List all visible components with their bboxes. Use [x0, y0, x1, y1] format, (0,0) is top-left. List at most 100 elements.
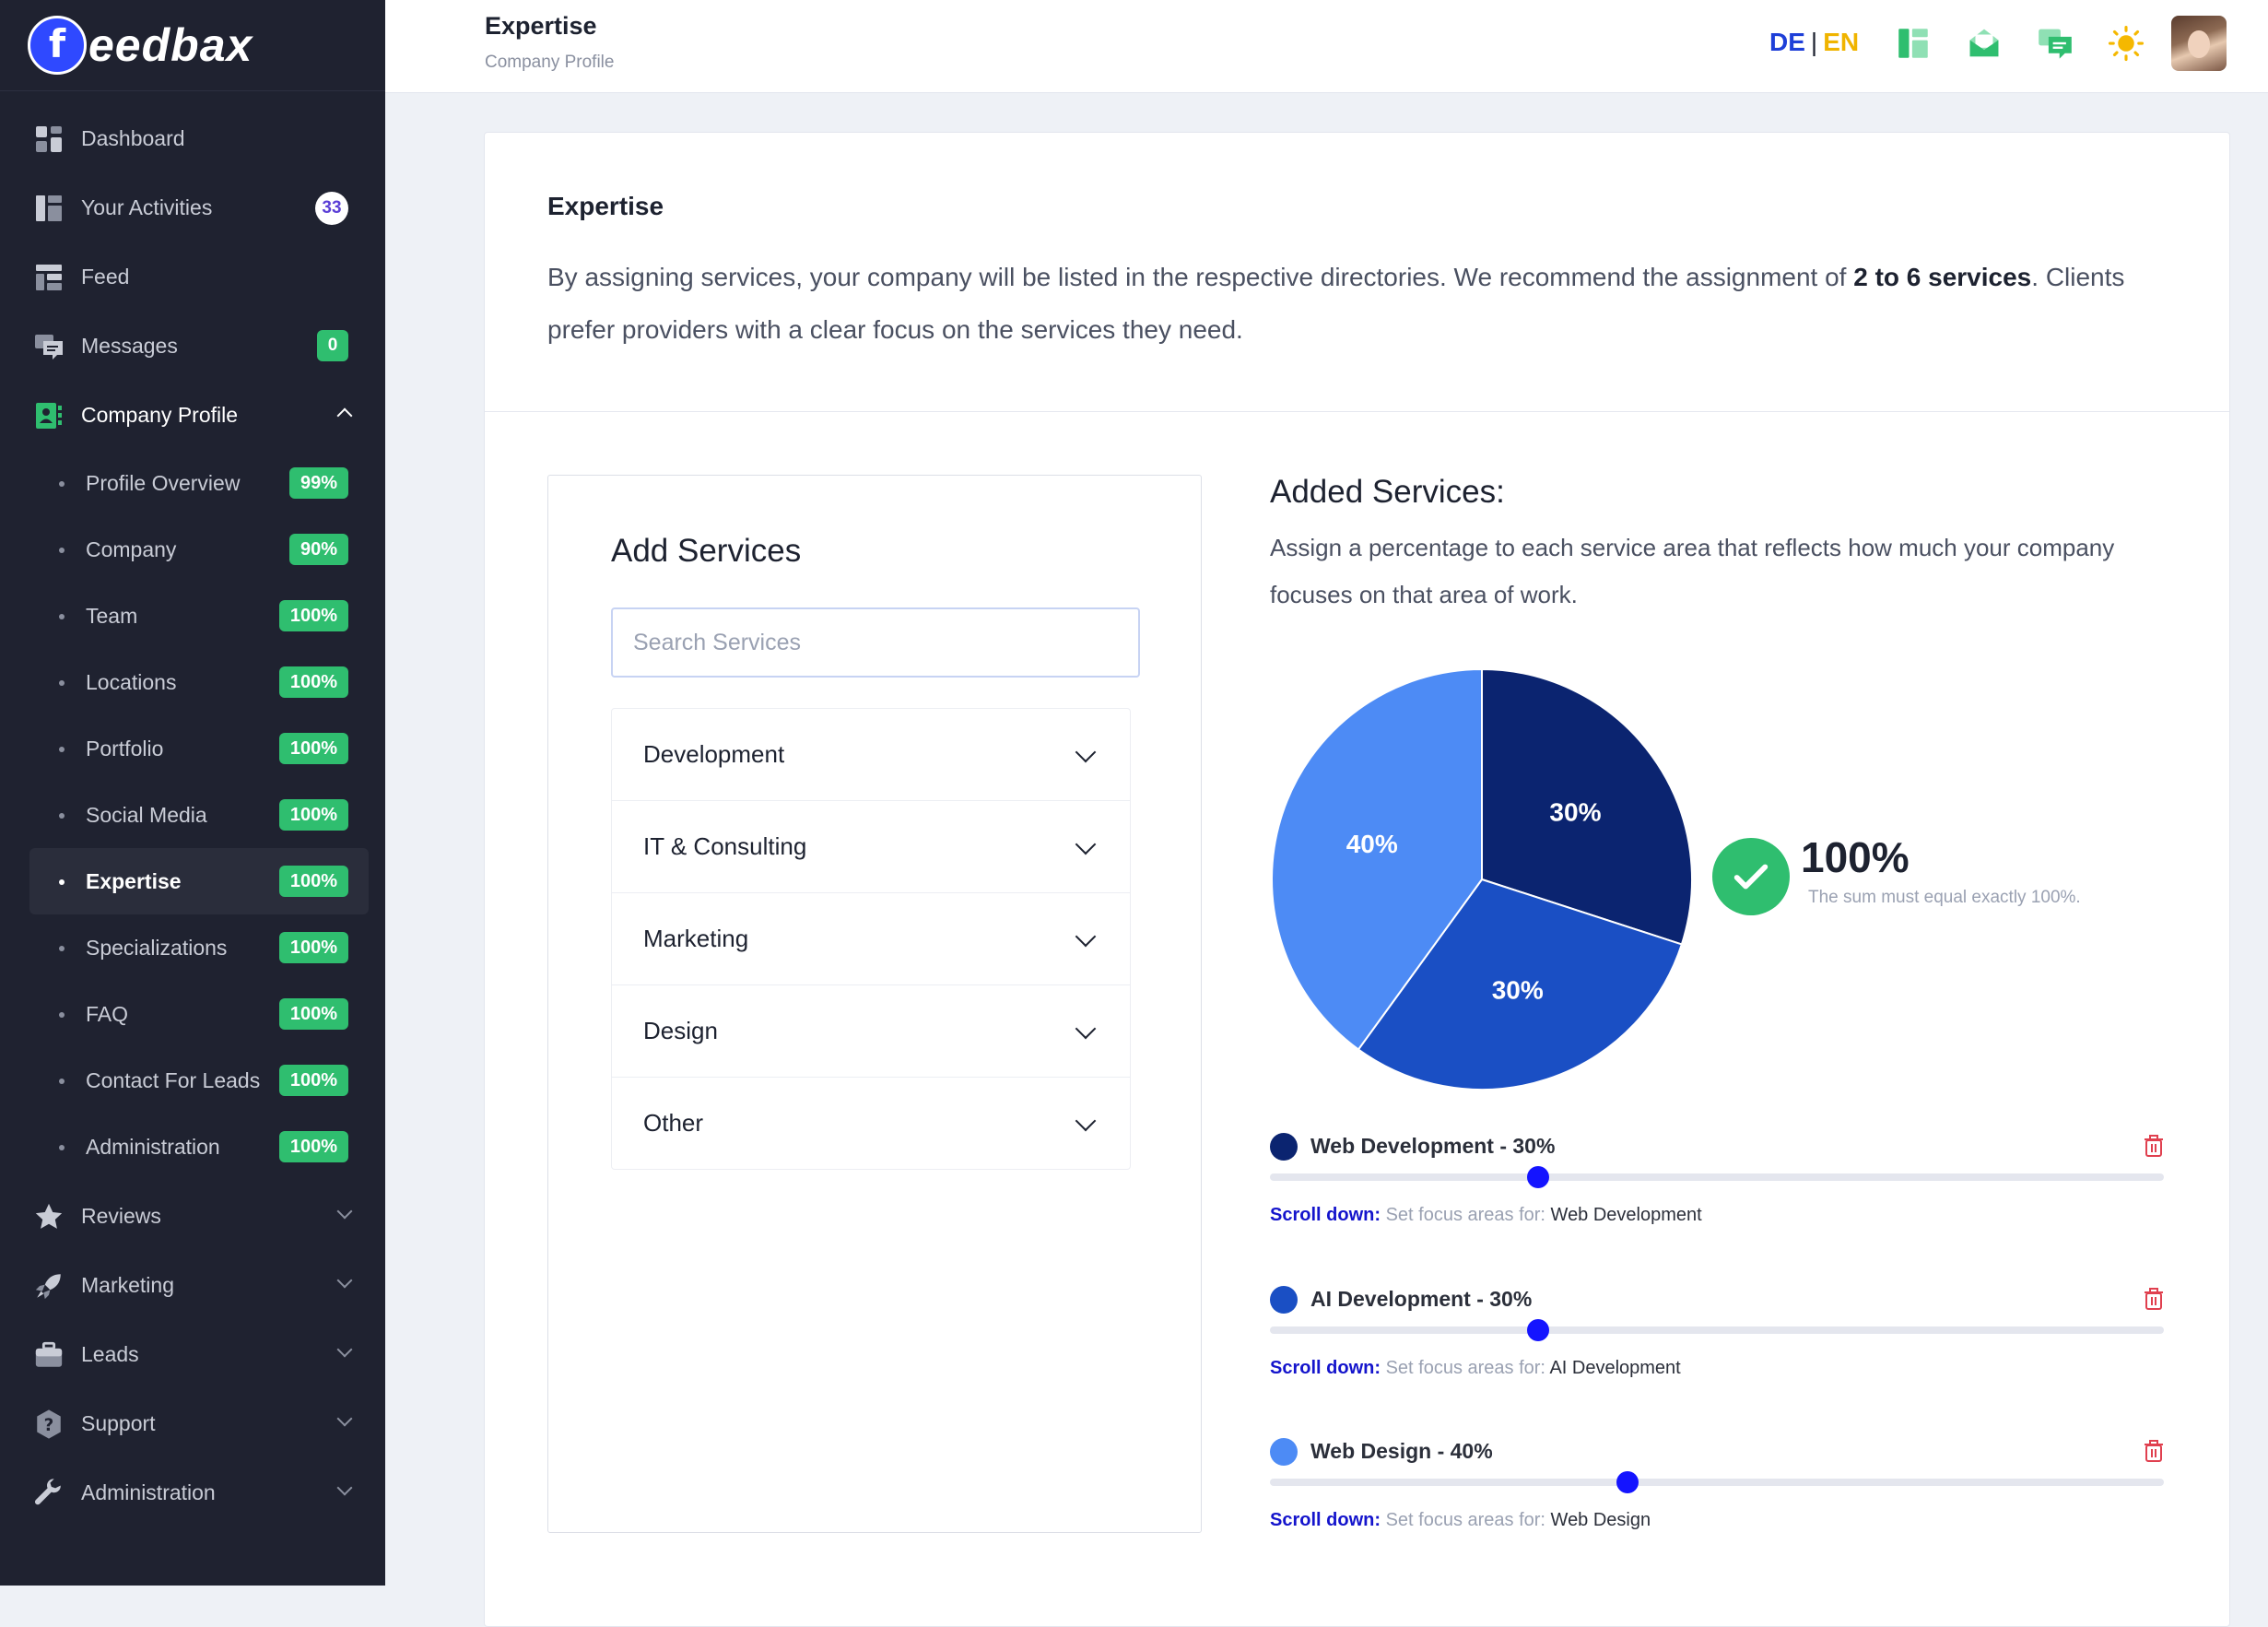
rocket-icon: [33, 1270, 65, 1302]
sun-icon[interactable]: [2108, 25, 2145, 62]
category-development[interactable]: Development: [612, 709, 1130, 801]
sidebar-subitem-portfolio[interactable]: Portfolio 100%: [29, 715, 369, 782]
slider-thumb[interactable]: [1616, 1471, 1639, 1493]
brand-logo[interactable]: f eedbax: [0, 0, 385, 91]
sidebar-subitem-social-media[interactable]: Social Media 100%: [29, 782, 369, 848]
trash-icon[interactable]: [2144, 1135, 2164, 1157]
language-switcher: DE | EN: [1769, 28, 1859, 57]
focus-area-hint[interactable]: Scroll down: Set focus areas for: AI Dev…: [1270, 1358, 1681, 1378]
add-services-panel: Add Services Development IT & Consulting…: [547, 475, 1202, 1533]
added-services-description: Assign a percentage to each service area…: [1270, 534, 2115, 608]
sidebar-subitem-expertise[interactable]: Expertise 100%: [29, 848, 369, 914]
chevron-down-icon: [336, 1480, 353, 1496]
company-profile-icon: [33, 400, 65, 431]
sidebar-nav: Dashboard Your Activities 33 Feed Messag…: [0, 104, 385, 450]
sidebar-item-reviews[interactable]: Reviews: [0, 1182, 385, 1251]
mail-open-icon[interactable]: [1966, 25, 2003, 62]
breadcrumb[interactable]: Company Profile: [485, 53, 615, 72]
page-title: Expertise: [485, 12, 597, 40]
search-services-input[interactable]: [611, 607, 1140, 678]
chevron-down-icon: [1075, 926, 1097, 948]
sidebar-item-marketing[interactable]: Marketing: [0, 1251, 385, 1320]
service-label: Web Design - 40%: [1310, 1439, 1493, 1463]
messages-count-badge: 0: [317, 330, 348, 361]
completion-badge: 100%: [278, 666, 348, 698]
category-design[interactable]: Design: [612, 985, 1130, 1078]
sidebar-subitem-contact-for-leads[interactable]: Contact For Leads 100%: [29, 1047, 369, 1114]
feed-icon: [33, 262, 65, 293]
activities-icon: [33, 193, 65, 224]
sidebar-item-label: Administration: [81, 1480, 216, 1504]
brand-name: eedbax: [88, 19, 253, 71]
focus-area-hint[interactable]: Scroll down: Set focus areas for: Web De…: [1270, 1205, 1702, 1225]
chevron-down-icon: [336, 1203, 353, 1220]
added-services-title: Added Services:: [1270, 474, 1505, 510]
sidebar-item-label: Dashboard: [81, 126, 185, 150]
divider: [485, 411, 2229, 412]
sidebar-item-leads[interactable]: Leads: [0, 1320, 385, 1389]
pie-data-label: 40%: [1346, 830, 1398, 858]
section-title: Expertise: [547, 192, 664, 220]
percentage-slider[interactable]: [1270, 1319, 2164, 1341]
category-it-consulting[interactable]: IT & Consulting: [612, 801, 1130, 893]
sidebar-subitem-faq[interactable]: FAQ 100%: [29, 981, 369, 1047]
wrench-icon: [33, 1478, 65, 1509]
activities-count-badge: 33: [315, 192, 348, 225]
expertise-card: Expertise By assigning services, your co…: [484, 132, 2230, 1627]
category-marketing[interactable]: Marketing: [612, 893, 1130, 985]
star-icon: [33, 1201, 65, 1232]
percentage-slider[interactable]: [1270, 1166, 2164, 1188]
completion-badge: 100%: [278, 600, 348, 631]
chevron-down-icon: [336, 1341, 353, 1358]
completion-badge: 99%: [288, 467, 348, 499]
sidebar-item-label: Feed: [81, 265, 130, 289]
top-header: Expertise Company Profile DE | EN: [385, 0, 2268, 93]
sidebar-item-your-activities[interactable]: Your Activities 33: [0, 173, 385, 242]
completion-badge: 100%: [278, 932, 348, 963]
completion-badge: 90%: [288, 534, 348, 565]
pie-data-label: 30%: [1492, 975, 1544, 1004]
svg-text:?: ?: [44, 1416, 54, 1435]
trash-icon[interactable]: [2144, 1440, 2164, 1462]
service-label: AI Development - 30%: [1310, 1287, 1533, 1311]
sidebar-subitem-locations[interactable]: Locations 100%: [29, 649, 369, 715]
category-other[interactable]: Other: [612, 1078, 1130, 1169]
sidebar-item-messages[interactable]: Messages 0: [0, 312, 385, 381]
sidebar-subitem-team[interactable]: Team 100%: [29, 583, 369, 649]
completion-badge: 100%: [278, 799, 348, 831]
sidebar-item-label: Messages: [81, 334, 178, 358]
sidebar-subitem-profile-overview[interactable]: Profile Overview 99%: [29, 450, 369, 516]
user-avatar[interactable]: [2171, 16, 2227, 71]
total-percentage: 100%: [1801, 833, 1910, 881]
service-label: Web Development - 30%: [1310, 1134, 1556, 1158]
chat-icon[interactable]: [2037, 25, 2074, 62]
slider-thumb[interactable]: [1527, 1319, 1549, 1341]
sidebar-item-company-profile[interactable]: Company Profile: [0, 381, 385, 450]
lang-en-link[interactable]: EN: [1823, 28, 1860, 56]
slider-thumb[interactable]: [1527, 1166, 1549, 1188]
completion-badge: 100%: [278, 866, 348, 897]
sidebar-item-label: Support: [81, 1411, 156, 1435]
check-circle-icon: [1712, 838, 1790, 915]
lang-separator: |: [1810, 28, 1818, 56]
sidebar-subitem-administration[interactable]: Administration 100%: [29, 1114, 369, 1180]
service-share-pie-chart: 30% 30% 40%: [1271, 667, 1693, 1091]
chevron-down-icon: [1075, 1110, 1097, 1132]
sidebar: f eedbax Dashboard Your Activities 33 Fe…: [0, 0, 385, 1586]
focus-area-hint[interactable]: Scroll down: Set focus areas for: Web De…: [1270, 1510, 1651, 1530]
sidebar-item-dashboard[interactable]: Dashboard: [0, 104, 385, 173]
sidebar-subitem-company[interactable]: Company 90%: [29, 516, 369, 583]
trash-icon[interactable]: [2144, 1288, 2164, 1310]
activities-shortcut-icon[interactable]: [1895, 25, 1932, 62]
lang-de-link[interactable]: DE: [1769, 28, 1805, 56]
service-category-accordion: Development IT & Consulting Marketing De…: [611, 708, 1131, 1170]
sidebar-item-feed[interactable]: Feed: [0, 242, 385, 312]
sidebar-item-label: Your Activities: [81, 195, 213, 219]
sidebar-item-support[interactable]: ? Support: [0, 1389, 385, 1458]
sidebar-item-administration[interactable]: Administration: [0, 1458, 385, 1527]
sidebar-subitem-specializations[interactable]: Specializations 100%: [29, 914, 369, 981]
add-services-title: Add Services: [611, 533, 802, 569]
percentage-slider[interactable]: [1270, 1471, 2164, 1493]
messages-icon: [33, 331, 65, 362]
chevron-up-icon: [336, 407, 353, 424]
